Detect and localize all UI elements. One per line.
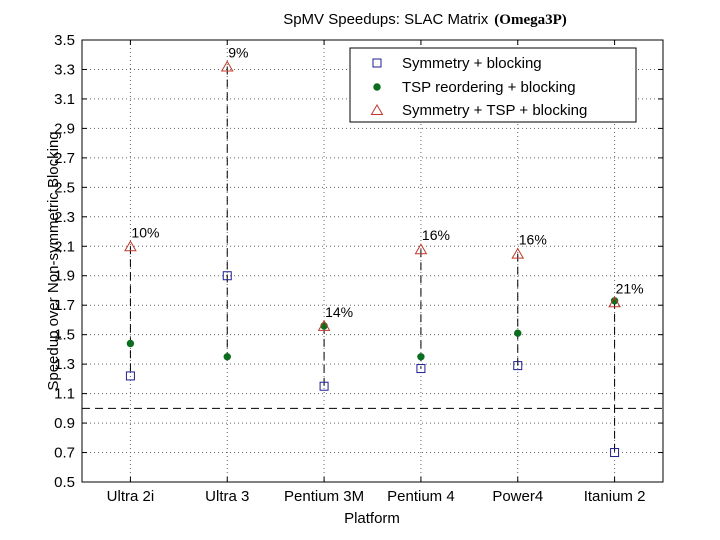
- symmetry-point: [513, 361, 523, 371]
- percent-annotation: 9%: [228, 45, 248, 61]
- legend-label-symmetry: Symmetry + blocking: [402, 55, 542, 72]
- x-tick-label: Ultra 3: [205, 488, 249, 505]
- chart-title: SpMV Speedups: SLAC Matrix (Omega3P): [283, 11, 567, 28]
- x-tick-label: Itanium 2: [584, 488, 646, 505]
- combined-point: [124, 240, 137, 252]
- symmetry-point: [319, 381, 329, 391]
- y-axis-label: Speedup over Non-symmetric Blocking: [45, 131, 62, 390]
- symmetry-point: [416, 364, 426, 374]
- y-tick-label: 3.3: [54, 61, 75, 78]
- symmetry-point: [222, 271, 232, 281]
- y-tick-label: 0.7: [54, 445, 75, 462]
- percent-annotation: 16%: [422, 227, 450, 243]
- tsp-point: [417, 353, 425, 361]
- tsp-point: [320, 322, 328, 330]
- y-tick-label: 0.5: [54, 474, 75, 491]
- stems: [129, 66, 616, 453]
- legend-marker-symmetry-point: [372, 58, 382, 68]
- y-tick-label: 2.9: [54, 120, 75, 137]
- percent-annotation: 10%: [131, 224, 159, 240]
- legend: Symmetry + blocking TSP reordering + blo…: [349, 47, 637, 123]
- y-tick-label: 2.7: [54, 150, 75, 167]
- combined-point: [511, 247, 525, 259]
- y-tick-label: 1.3: [54, 356, 75, 373]
- chart-title-main: SpMV Speedups: SLAC Matrix: [283, 11, 489, 28]
- x-tick-label: Power4: [492, 488, 543, 505]
- axis-ticks: 0.5 0.7 0.9 1.1 1.3 1.5 1.7 1.9 2.1 2.3 2.5 2.7 2.9 3…: [54, 32, 663, 505]
- tsp-point: [223, 353, 231, 361]
- legend-box: [349, 47, 637, 123]
- plot-frame: [81, 39, 664, 483]
- x-axis-label: Platform: [344, 510, 400, 527]
- legend-marker-combined-point: [370, 104, 384, 115]
- y-tick-label: 2.1: [54, 238, 75, 255]
- combined-point: [317, 319, 331, 331]
- percent-annotation: 16%: [519, 232, 547, 248]
- y-tick-label: 2.3: [54, 209, 75, 226]
- y-tick-label: 2.5: [54, 179, 75, 196]
- data-marks: [124, 60, 621, 458]
- percent-annotation: 21%: [616, 280, 644, 296]
- combined-point: [414, 243, 428, 255]
- x-tick-label: Ultra 2i: [107, 488, 155, 505]
- legend-marker-tsp-point: [373, 83, 381, 91]
- x-tick-label: Pentium 4: [387, 488, 455, 505]
- legend-label-combined: Symmetry + TSP + blocking: [402, 102, 587, 119]
- combined-point: [220, 60, 234, 72]
- y-tick-label: 3.1: [54, 91, 75, 108]
- y-tick-label: 1.9: [54, 268, 75, 285]
- y-tick-label: 1.5: [54, 327, 75, 344]
- tsp-point: [126, 339, 135, 348]
- tsp-point: [514, 329, 522, 337]
- symmetry-point: [610, 448, 620, 458]
- x-tick-label: Pentium 3M: [284, 488, 364, 505]
- annotations: 10% 9% 14% 16% 16% 21%: [131, 45, 643, 320]
- percent-annotation: 14%: [325, 304, 353, 320]
- combined-point: [608, 296, 621, 308]
- y-tick-label: 1.7: [54, 297, 75, 314]
- y-tick-label: 1.1: [54, 386, 75, 403]
- symmetry-point: [125, 371, 135, 381]
- chart-title-suffix: (Omega3P): [494, 12, 566, 28]
- legend-label-tsp: TSP reordering + blocking: [402, 79, 576, 96]
- y-tick-label: 0.9: [54, 415, 75, 432]
- y-tick-label: 3.5: [54, 32, 75, 49]
